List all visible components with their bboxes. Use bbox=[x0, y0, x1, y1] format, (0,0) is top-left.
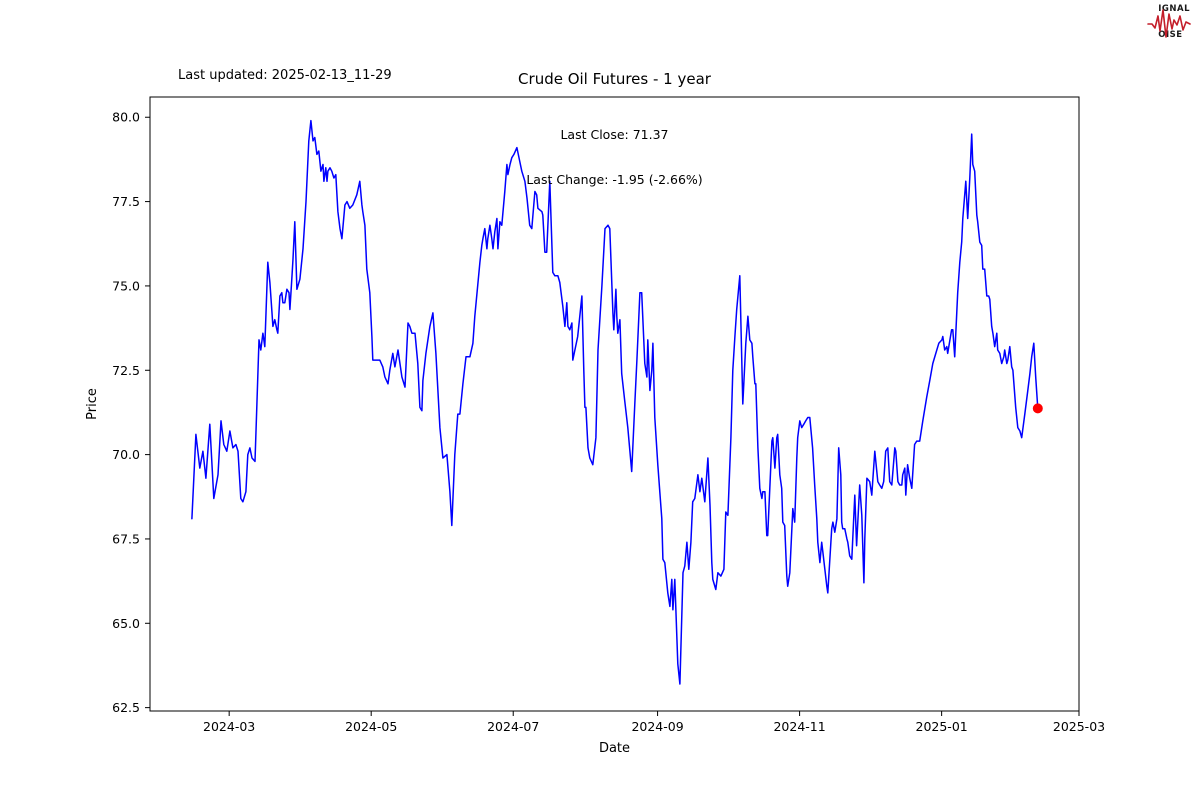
logo-badge-s: S bbox=[1149, 4, 1155, 14]
y-axis-label: Price bbox=[85, 388, 100, 420]
y-tick-label: 80.0 bbox=[112, 110, 140, 125]
plot-border bbox=[149, 96, 1080, 712]
y-tick-label: 70.0 bbox=[112, 447, 140, 462]
last-updated-text: Last updated: 2025-02-13_11-29 bbox=[178, 68, 392, 83]
x-tick-label: 2024-05 bbox=[345, 719, 397, 734]
waveform-icon bbox=[1147, 9, 1192, 38]
x-tick-label: 2024-11 bbox=[773, 719, 825, 734]
last-close-line: Last Close: 71.37 bbox=[560, 127, 669, 142]
y-tick-label: 72.5 bbox=[112, 363, 140, 378]
x-tick-label: 2025-01 bbox=[916, 719, 968, 734]
price-line bbox=[191, 119, 1039, 685]
last-price-marker bbox=[1032, 403, 1043, 414]
logo-rest-ignal: IGNAL bbox=[1158, 4, 1190, 14]
y-tick-label: 75.0 bbox=[112, 278, 140, 293]
x-tick-label: 2024-07 bbox=[487, 719, 539, 734]
signal2noise-logo: S IGNAL 2 N OISE bbox=[1147, 3, 1192, 41]
logo-text: S IGNAL 2 N OISE bbox=[1147, 3, 1190, 41]
y-tick-label: 67.5 bbox=[112, 531, 140, 546]
y-tick-label: 77.5 bbox=[112, 194, 140, 209]
x-axis-label: Date bbox=[599, 741, 630, 756]
x-tick-label: 2025-03 bbox=[1053, 719, 1105, 734]
y-tick-label: 62.5 bbox=[112, 700, 140, 715]
last-close-annotation: Last Close: 71.37 Last Change: -1.95 (-2… bbox=[150, 97, 1079, 217]
last-change-line: Last Change: -1.95 (-2.66%) bbox=[526, 172, 703, 187]
x-tick-label: 2024-03 bbox=[203, 719, 255, 734]
y-tick-label: 65.0 bbox=[112, 616, 140, 631]
logo-badge-n: N bbox=[1149, 30, 1156, 40]
logo-badge-2: 2 bbox=[1149, 17, 1155, 27]
logo-rest-oise: OISE bbox=[1158, 30, 1183, 40]
x-tick-label: 2024-09 bbox=[631, 719, 683, 734]
chart-title: Crude Oil Futures - 1 year bbox=[518, 70, 711, 88]
